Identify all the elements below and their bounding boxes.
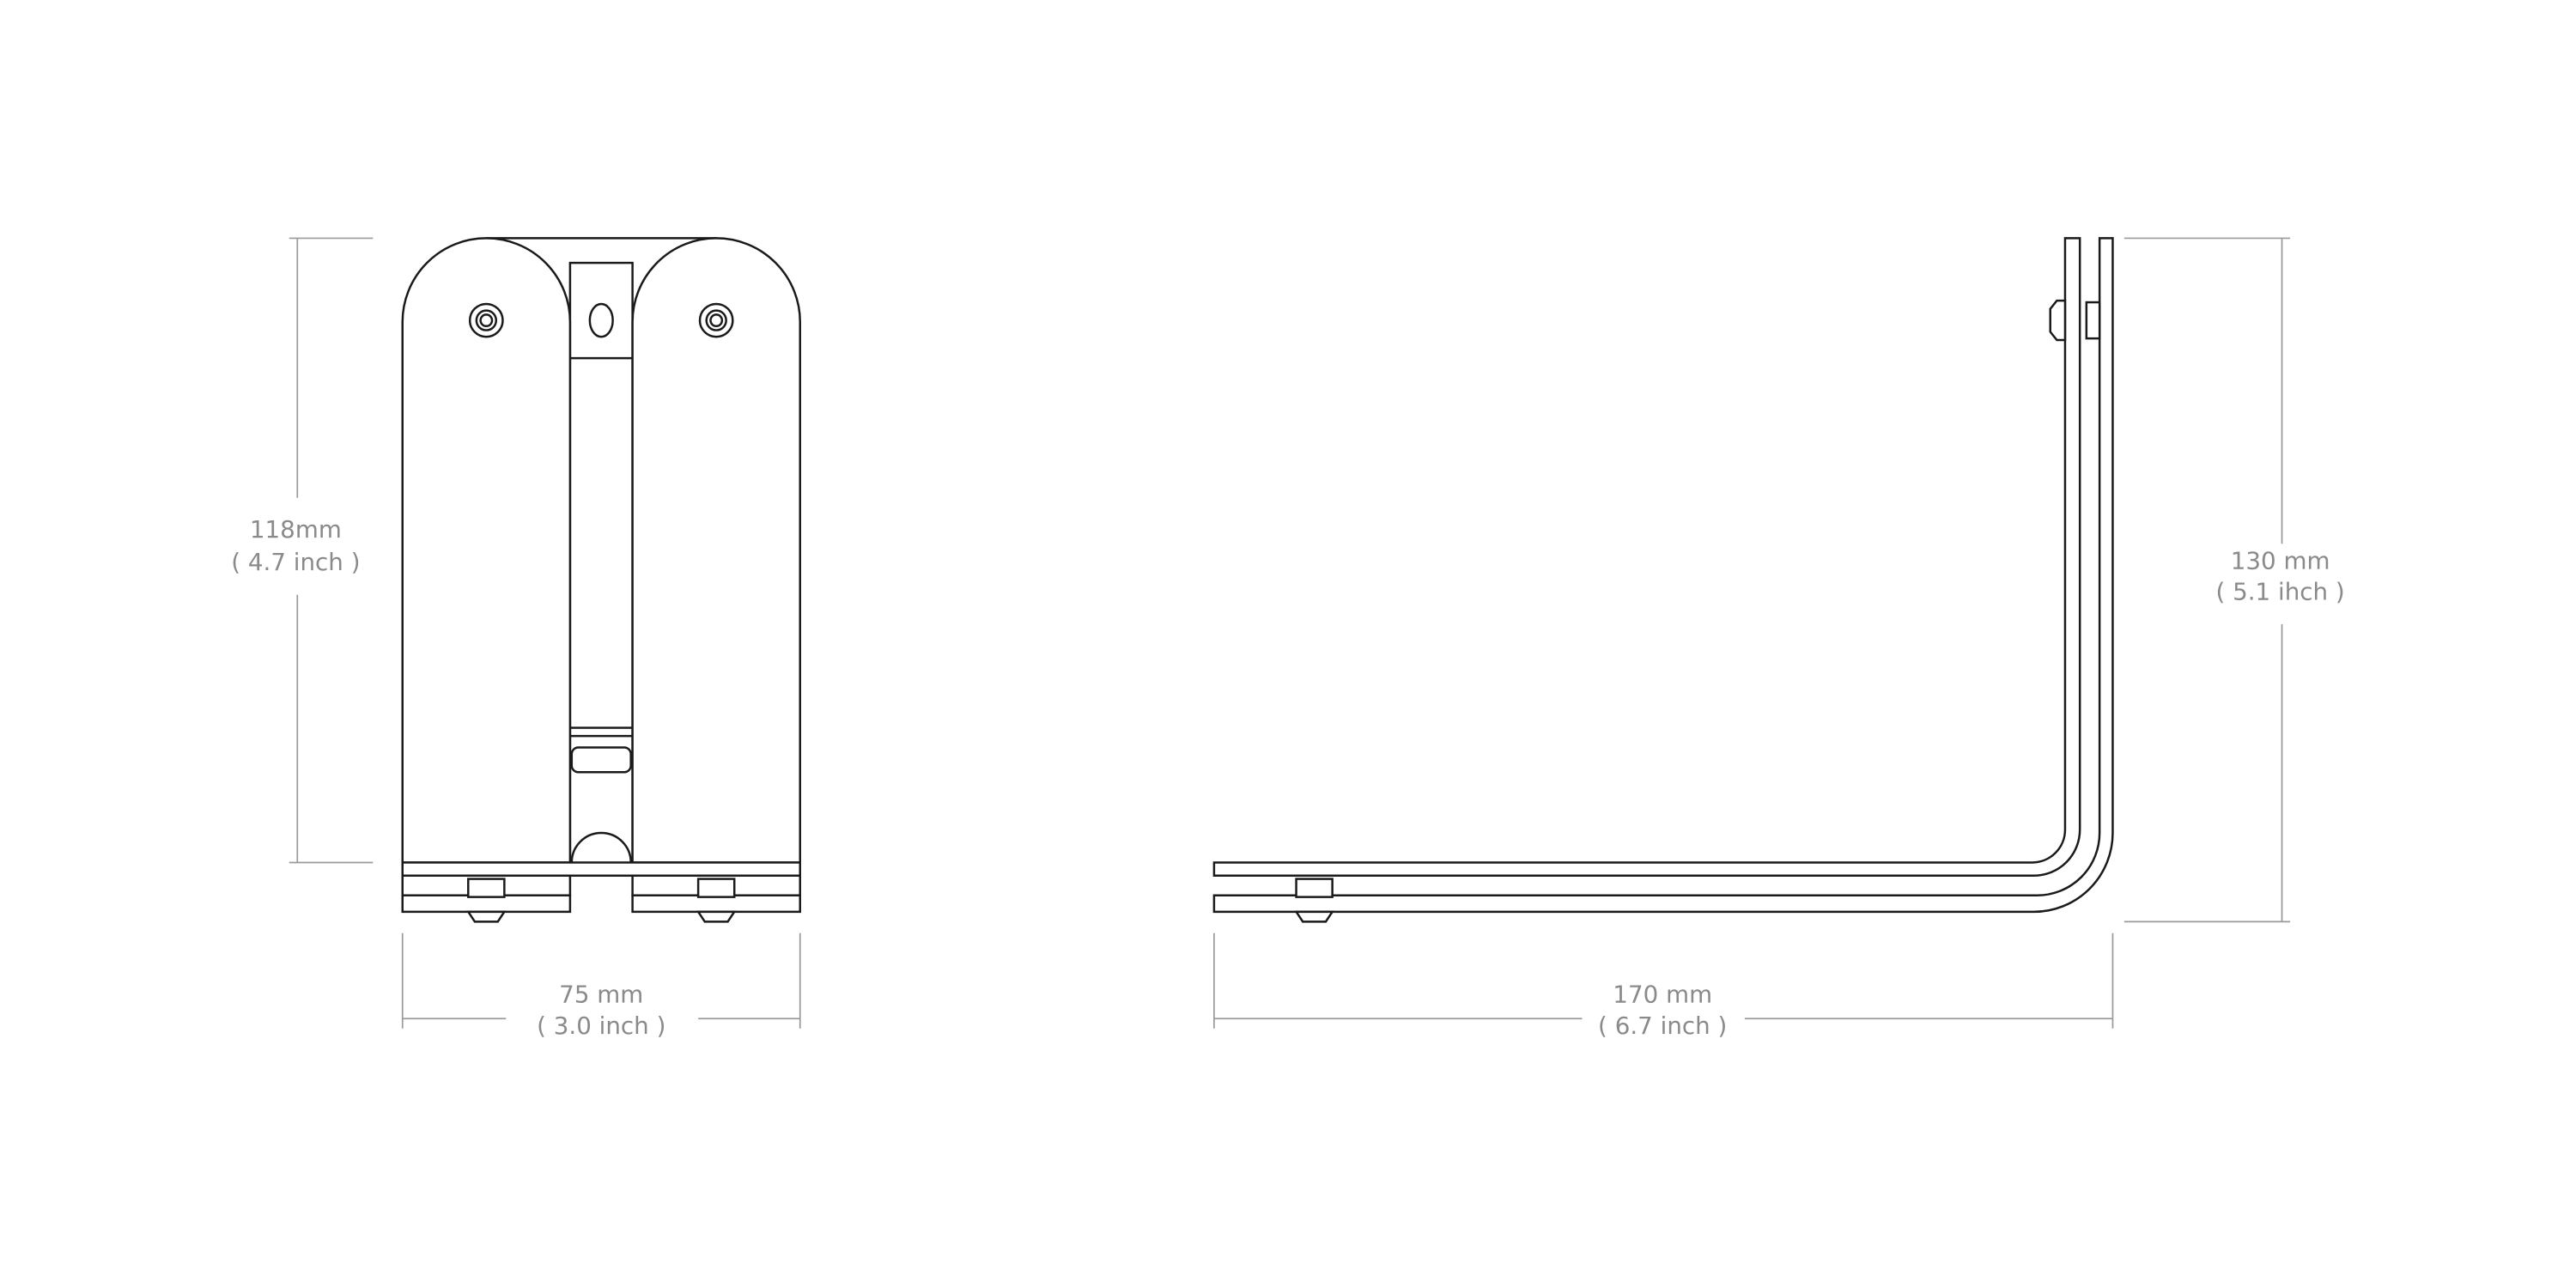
height-label: 130 mm	[2231, 546, 2330, 574]
width-label-inch: ( 3.0 inch )	[537, 1012, 665, 1040]
height-label: 118mm	[250, 515, 342, 544]
side-view	[1212, 237, 2114, 923]
width-label: 75 mm	[559, 980, 643, 1008]
height-label-inch: ( 5.1 ihch )	[2215, 578, 2344, 606]
height-label-inch: ( 4.7 inch )	[231, 548, 360, 576]
width-label: 170 mm	[1613, 980, 1712, 1008]
side-dimensions: 130 mm ( 5.1 ihch ) 170 mm ( 6.7 inch )	[1213, 237, 2345, 1040]
width-label-inch: ( 6.7 inch )	[1598, 1012, 1727, 1040]
front-view	[401, 237, 802, 923]
front-dimensions: 118mm ( 4.7 inch ) 75 mm ( 3.0 inch )	[231, 237, 801, 1040]
